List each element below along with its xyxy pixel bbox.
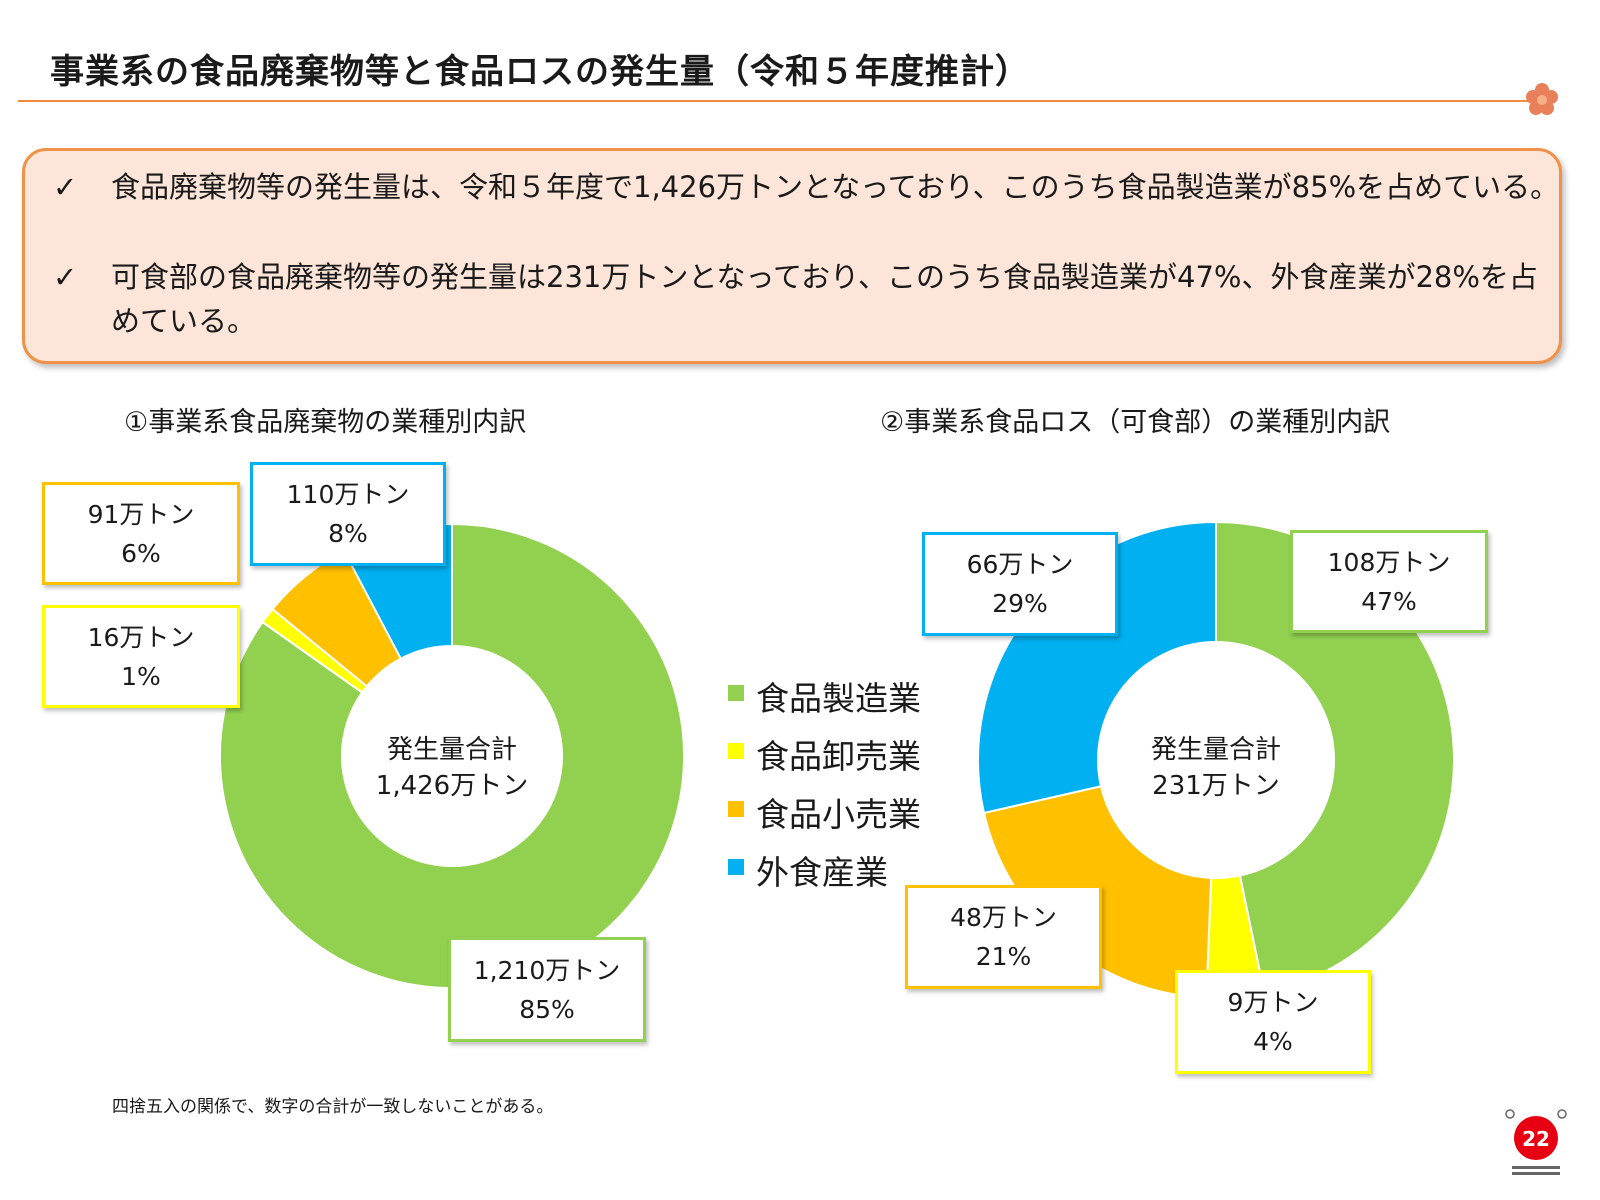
callout-amount: 110万トン xyxy=(286,480,410,509)
callout-amount: 48万トン xyxy=(950,903,1057,932)
callout-amount: 16万トン xyxy=(87,622,195,652)
chart1-center-label: 発生量合計 1,426万トン xyxy=(352,732,552,804)
check-icon: ✓ xyxy=(53,170,78,204)
check-icon: ✓ xyxy=(53,260,78,294)
page-number: 22 xyxy=(1522,1127,1550,1151)
callout-amount: 91万トン xyxy=(87,499,195,529)
badge-base xyxy=(1512,1172,1560,1175)
callout-percent: 29% xyxy=(992,589,1048,618)
footnote: 四捨五入の関係で、数字の合計が一致しないことがある。 xyxy=(112,1097,554,1117)
callout-percent: 8% xyxy=(328,519,368,548)
callout-amount: 1,210万トン xyxy=(473,955,621,985)
callout-percent: 6% xyxy=(121,538,161,568)
legend-swatch xyxy=(728,859,744,875)
flower-icon xyxy=(1526,83,1558,115)
legend-swatch xyxy=(728,743,744,759)
callout-retail: 91万トン 6% xyxy=(42,482,240,585)
pin-icon xyxy=(1505,1109,1515,1119)
badge-base xyxy=(1512,1166,1560,1169)
legend-label: 外食産業 xyxy=(756,853,888,892)
legend-label: 食品製造業 xyxy=(756,679,921,718)
callout-food-service: 110万トン 8% xyxy=(250,462,446,566)
center-label-caption: 発生量合計 xyxy=(1150,735,1281,765)
summary-box: ✓ 食品廃棄物等の発生量は、令和５年度で1,426万トンとなっており、このうち食… xyxy=(22,148,1562,364)
center-label-total: 1,426万トン xyxy=(375,771,529,801)
chart2-center-label: 発生量合計 231万トン xyxy=(1116,732,1316,804)
page-number-badge: 22 xyxy=(1505,1109,1567,1175)
legend-label: 食品卸売業 xyxy=(756,737,921,776)
callout-percent: 4% xyxy=(1253,1027,1293,1056)
callout-manufacturing: 108万トン 47% xyxy=(1290,530,1488,633)
callout-amount: 108万トン xyxy=(1327,547,1451,577)
callout-percent: 21% xyxy=(975,942,1032,971)
legend-swatch xyxy=(728,685,744,701)
legend-swatch xyxy=(728,801,744,817)
chart2-title: ②事業系食品ロス（可食部）の業種別内訳 xyxy=(880,407,1391,438)
callout-wholesale: 16万トン 1% xyxy=(42,605,240,708)
center-label-caption: 発生量合計 xyxy=(386,735,517,765)
callout-amount: 9万トン xyxy=(1227,988,1319,1017)
sun-icon xyxy=(1514,1116,1558,1160)
slice-manufacturing xyxy=(219,522,685,989)
callout-amount: 66万トン xyxy=(966,550,1074,579)
callout-retail: 48万トン 21% xyxy=(905,885,1102,989)
chart1-title: ①事業系食品廃棄物の業種別内訳 xyxy=(124,407,527,438)
title-divider xyxy=(18,100,1528,102)
slice-food-service xyxy=(977,520,1217,815)
page-title: 事業系の食品廃棄物等と食品ロスの発生量（令和５年度推計） xyxy=(50,52,1030,92)
pin-icon xyxy=(1557,1109,1567,1119)
summary-text: 可食部の食品廃棄物等の発生量は231万トンとなっており、このうち食品製造業が47… xyxy=(111,260,1538,338)
legend-label: 食品小売業 xyxy=(756,795,921,834)
callout-wholesale: 9万トン 4% xyxy=(1175,970,1371,1074)
callout-percent: 1% xyxy=(121,661,161,691)
callout-food-service: 66万トン 29% xyxy=(922,532,1118,636)
callout-manufacturing: 1,210万トン 85% xyxy=(448,937,646,1042)
callout-percent: 85% xyxy=(519,994,575,1024)
callout-percent: 47% xyxy=(1361,586,1417,616)
center-label-total: 231万トン xyxy=(1152,771,1280,801)
summary-text: 食品廃棄物等の発生量は、令和５年度で1,426万トンとなっており、このうち食品製… xyxy=(111,170,1560,204)
